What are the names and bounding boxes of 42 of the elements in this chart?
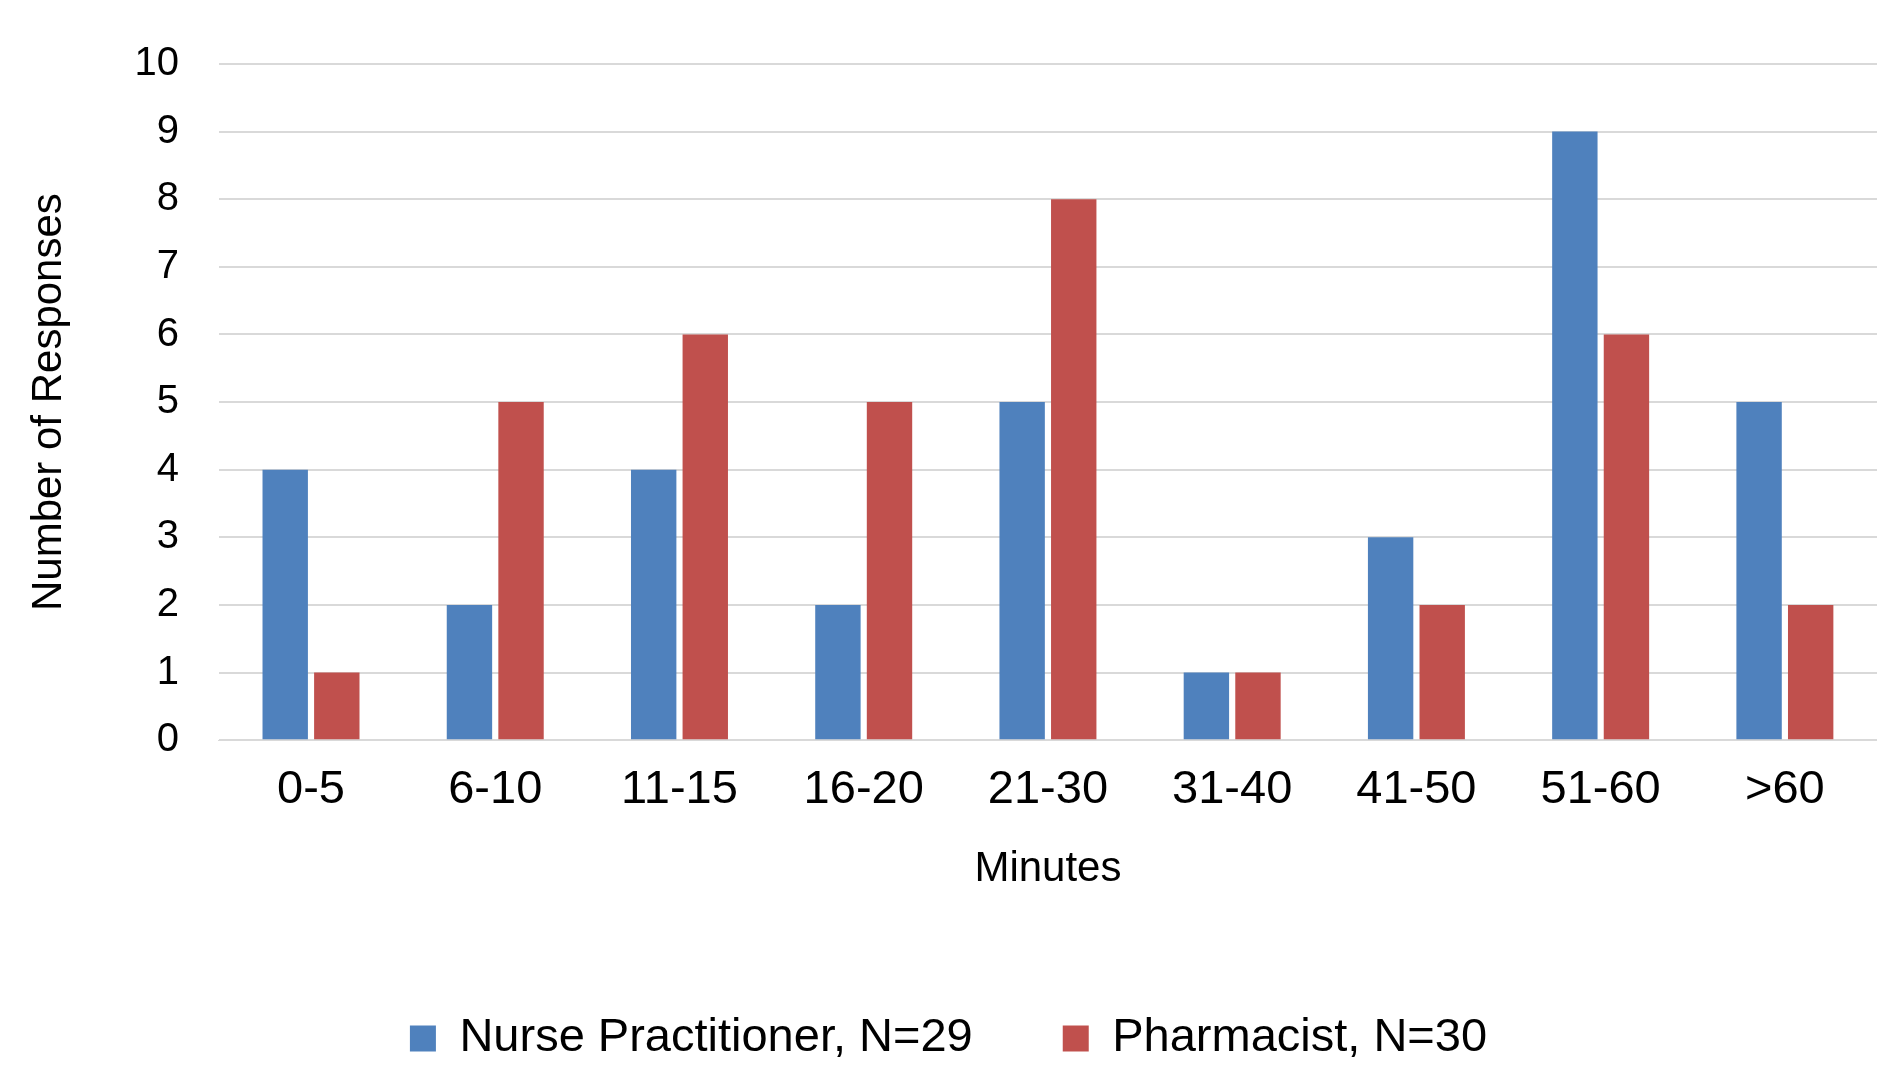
y-tick-label: 10 <box>134 39 179 84</box>
bar <box>999 402 1045 740</box>
bar <box>1367 537 1414 740</box>
bar <box>1552 131 1598 740</box>
y-tick-label: 1 <box>156 647 179 692</box>
y-tick-label: 9 <box>156 106 179 151</box>
y-tick-label: 6 <box>156 309 179 354</box>
x-tick-label: 16-20 <box>803 760 924 814</box>
bar <box>1736 402 1782 740</box>
x-tick-label: 51-60 <box>1540 760 1661 814</box>
x-tick-label: 0-5 <box>277 760 345 814</box>
y-tick-label: 8 <box>156 174 179 219</box>
bar <box>446 604 493 740</box>
x-tick-label: >60 <box>1745 760 1825 814</box>
y-tick-label: 4 <box>156 444 179 489</box>
bar <box>1183 672 1230 740</box>
bar <box>1419 604 1465 740</box>
x-tick-label: 11-15 <box>621 760 738 814</box>
y-axis-title: Number of Responses <box>22 193 70 612</box>
y-tick-label: 5 <box>156 377 179 422</box>
y-tick-label: 2 <box>156 579 179 624</box>
bar <box>866 402 913 740</box>
bar <box>1235 672 1281 740</box>
bar <box>1787 604 1834 740</box>
bar <box>498 402 544 740</box>
legend-label: Pharmacist, N=30 <box>1112 1008 1488 1062</box>
x-tick-label: 31-40 <box>1172 760 1293 814</box>
x-axis-title: Minutes <box>974 843 1122 891</box>
legend-label: Nurse Practitioner, N=29 <box>459 1008 973 1062</box>
bar <box>262 469 308 740</box>
bar <box>682 334 728 740</box>
bar <box>314 672 360 740</box>
y-tick-label: 0 <box>156 715 179 760</box>
bar <box>815 604 861 740</box>
y-tick-label: 3 <box>156 512 179 557</box>
bar <box>630 469 677 740</box>
bar <box>1603 334 1650 740</box>
bar <box>1051 199 1097 740</box>
x-tick-label: 21-30 <box>987 760 1109 814</box>
x-tick-label: 6-10 <box>448 760 543 814</box>
y-tick-label: 7 <box>156 241 179 286</box>
x-tick-label: 41-50 <box>1356 760 1477 814</box>
